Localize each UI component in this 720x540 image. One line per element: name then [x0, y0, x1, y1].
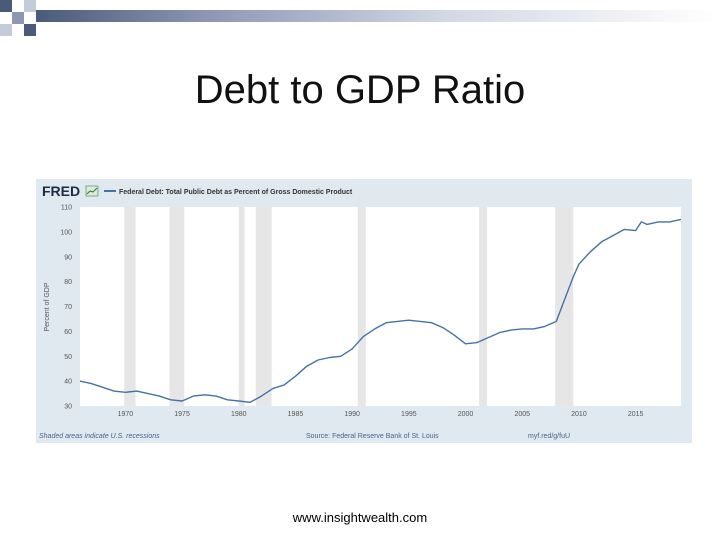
- recession-band: [479, 207, 488, 406]
- decorative-square: [0, 24, 12, 36]
- x-tick-label: 1975: [174, 411, 190, 418]
- y-tick-label: 70: [64, 304, 72, 311]
- chart-svg: FRED Federal Debt: Total Public Debt as …: [39, 183, 682, 440]
- y-tick-label: 110: [61, 205, 72, 212]
- x-tick-label: 1985: [288, 411, 304, 418]
- recession-band: [238, 207, 245, 406]
- series-line: [79, 218, 682, 404]
- recession-band: [255, 207, 272, 406]
- y-tick-label: 100: [60, 229, 72, 236]
- decorative-square: [12, 12, 24, 24]
- fred-chart-panel: FRED Federal Debt: Total Public Debt as …: [36, 179, 692, 443]
- recession-note: Shaded areas indicate U.S. recessions: [39, 433, 160, 440]
- x-tick-label: 1980: [231, 411, 247, 418]
- recession-band: [357, 207, 366, 406]
- recession-band: [555, 207, 574, 406]
- y-tick-label: 30: [64, 404, 72, 411]
- recession-band: [124, 207, 136, 406]
- x-tick-label: 1970: [118, 411, 134, 418]
- decorative-square: [24, 0, 36, 12]
- decorative-square: [24, 24, 36, 36]
- decorative-square: [0, 0, 12, 12]
- fred-graph-icon: [85, 185, 99, 197]
- x-tick-label: 2010: [571, 411, 587, 418]
- fred-logo: FRED: [42, 183, 80, 199]
- legend-label: Federal Debt: Total Public Debt as Perce…: [119, 189, 353, 196]
- x-tick-label: 1990: [344, 411, 360, 418]
- source-note: Source: Federal Reserve Bank of St. Loui…: [306, 433, 439, 440]
- decorative-gradient-bar: [36, 10, 720, 22]
- slide-title: Debt to GDP Ratio: [194, 68, 526, 112]
- x-tick-label: 1995: [401, 411, 417, 418]
- short-link[interactable]: myf.red/g/fuU: [528, 433, 570, 440]
- footer-url: www.insightwealth.com: [292, 510, 428, 525]
- y-tick-label: 50: [64, 354, 72, 361]
- y-axis-label: Percent of GDP: [44, 282, 51, 331]
- x-tick-label: 2015: [628, 411, 644, 418]
- recession-band: [169, 207, 185, 406]
- y-tick-label: 40: [64, 379, 72, 386]
- x-tick-label: 2000: [458, 411, 474, 418]
- y-tick-label: 80: [64, 279, 72, 286]
- y-tick-label: 90: [64, 254, 72, 261]
- y-tick-label: 60: [64, 329, 72, 336]
- x-tick-label: 2005: [514, 411, 530, 418]
